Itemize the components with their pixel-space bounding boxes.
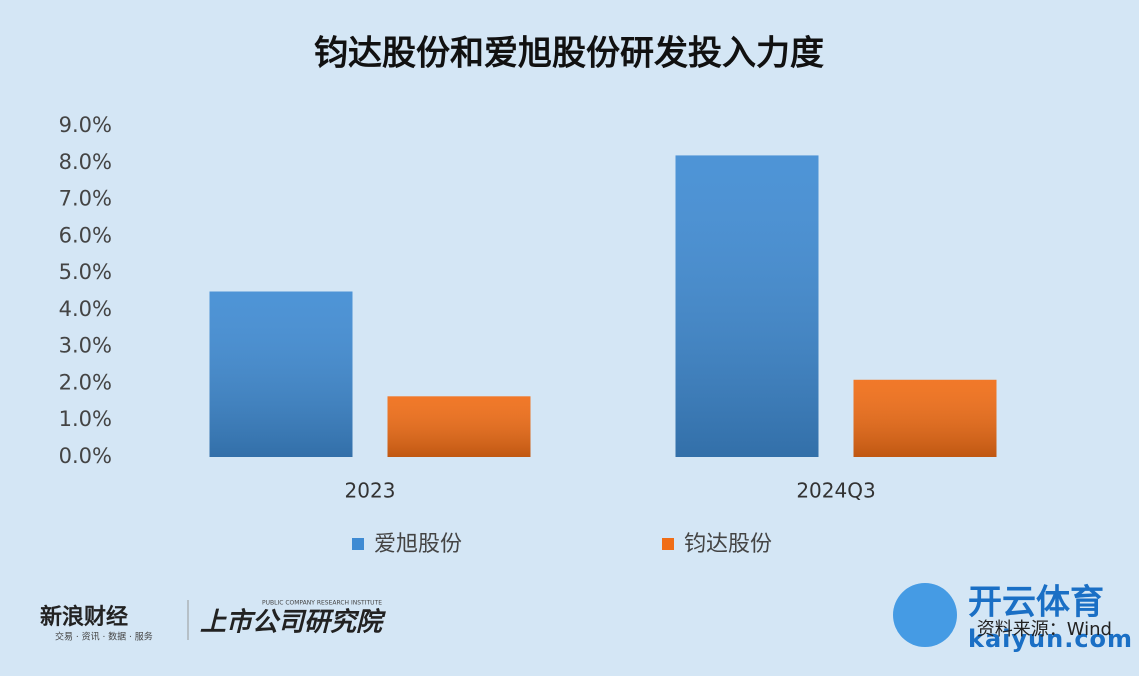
y-tick-label: 9.0% bbox=[59, 113, 112, 137]
brand-icon bbox=[893, 583, 957, 647]
logo-sina-sub: 交易 · 资讯 · 数据 · 服务 bbox=[55, 631, 153, 643]
y-tick-label: 0.0% bbox=[59, 444, 112, 468]
source-note: 资料来源：Wind bbox=[977, 619, 1112, 640]
y-tick-label: 3.0% bbox=[59, 334, 112, 358]
y-tick-label: 1.0% bbox=[59, 407, 112, 431]
x-tick-label: 2024Q3 bbox=[796, 479, 875, 503]
chart-title: 钧达股份和爱旭股份研发投入力度 bbox=[314, 34, 824, 74]
brand-name: 开云体育 bbox=[968, 583, 1104, 623]
bar bbox=[387, 396, 531, 457]
y-tick-label: 8.0% bbox=[59, 150, 112, 174]
legend-label: 钧达股份 bbox=[684, 532, 772, 557]
logo-sina: 新浪财经 bbox=[40, 604, 128, 630]
y-tick-label: 4.0% bbox=[59, 297, 112, 321]
legend-swatch bbox=[662, 538, 674, 550]
logo-institute-sub: PUBLIC COMPANY RESEARCH INSTITUTE bbox=[262, 600, 382, 607]
bar bbox=[675, 155, 819, 457]
y-tick-label: 5.0% bbox=[59, 260, 112, 284]
bar bbox=[853, 379, 997, 457]
y-tick-label: 6.0% bbox=[59, 223, 112, 247]
legend-label: 爱旭股份 bbox=[374, 532, 462, 557]
y-tick-label: 2.0% bbox=[59, 370, 112, 394]
brand-url: kaiyun.com bbox=[968, 625, 1133, 653]
legend-swatch bbox=[352, 538, 364, 550]
logo-institute: 上市公司研究院 bbox=[200, 608, 386, 638]
x-tick-label: 2023 bbox=[345, 479, 396, 503]
bar bbox=[209, 291, 353, 457]
y-tick-label: 7.0% bbox=[59, 187, 112, 211]
